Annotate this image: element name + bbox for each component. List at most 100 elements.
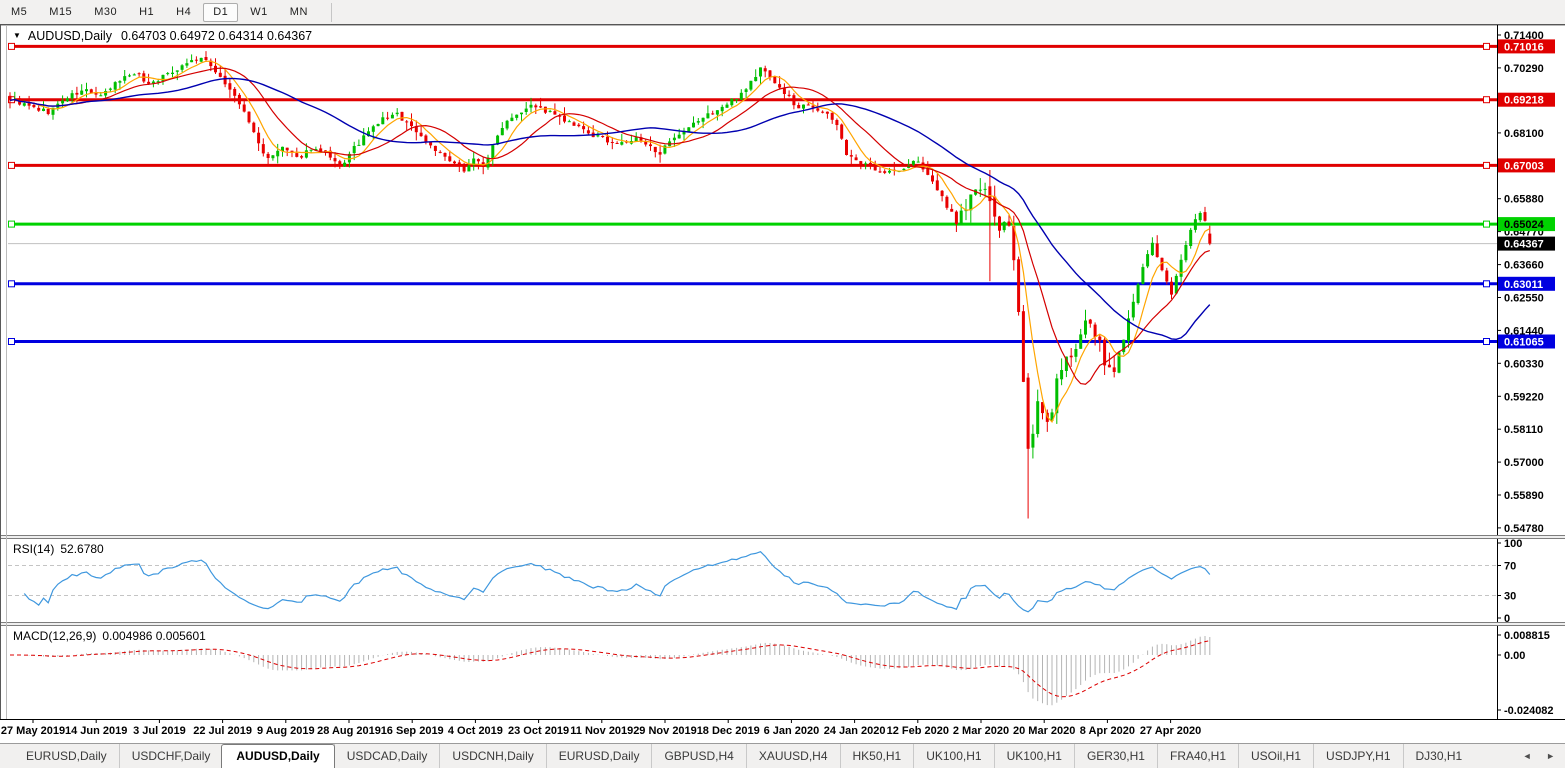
- svg-text:0.55890: 0.55890: [1504, 490, 1544, 502]
- svg-text:0.58110: 0.58110: [1504, 424, 1543, 436]
- chart-tab-dj30-h1-15[interactable]: DJ30,H1: [1402, 744, 1475, 768]
- svg-text:0.70290: 0.70290: [1504, 63, 1544, 75]
- timeframe-toolbar: M5 M15 M30 H1 H4 D1 W1 MN: [0, 0, 1565, 25]
- svg-text:24 Jan 2020: 24 Jan 2020: [824, 725, 886, 737]
- chart-tab-gbpusd-h4-6[interactable]: GBPUSD,H4: [651, 744, 745, 768]
- svg-text:6 Jan 2020: 6 Jan 2020: [764, 725, 820, 737]
- timeframe-button-h4[interactable]: H4: [176, 5, 192, 18]
- macd-axis: 0.008815 0.00 -0.024082: [1497, 626, 1554, 719]
- timeframe-button-m5[interactable]: M5: [11, 5, 28, 18]
- tab-scroll-right-icon[interactable]: ►: [1546, 751, 1555, 761]
- svg-text:0.54780: 0.54780: [1504, 523, 1544, 535]
- svg-text:20 Mar 2020: 20 Mar 2020: [1013, 725, 1075, 737]
- chart-tab-uk100-h1-10[interactable]: UK100,H1: [993, 744, 1074, 768]
- chart-tab-audusd-daily-2[interactable]: AUDUSD,Daily: [221, 744, 335, 768]
- svg-text:0: 0: [1504, 613, 1510, 622]
- svg-text:0.008815: 0.008815: [1504, 630, 1550, 642]
- svg-text:0.61440: 0.61440: [1504, 325, 1544, 337]
- svg-text:0.64367: 0.64367: [1504, 239, 1544, 251]
- svg-text:27 May 2019: 27 May 2019: [1, 725, 65, 737]
- chart-tab-eurusd-daily-5[interactable]: EURUSD,Daily: [545, 744, 652, 768]
- tab-scroll-left-icon[interactable]: ◄: [1522, 751, 1532, 761]
- chart-window: 0.71400 0.70290 0.68100 0.65880 0.64770 0.636…: [0, 25, 1565, 741]
- svg-text:11 Nov 2019: 11 Nov 2019: [570, 725, 633, 737]
- candles-layer: [8, 51, 1212, 519]
- svg-text:0.00: 0.00: [1504, 650, 1525, 662]
- timeframe-button-mn[interactable]: MN: [289, 5, 308, 18]
- timeframe-button-m30[interactable]: M30: [94, 5, 118, 18]
- svg-text:0.63011: 0.63011: [1504, 279, 1543, 291]
- macd-indicator-label: MACD(12,26,9) 0.004986 0.005601: [13, 629, 206, 643]
- chart-tab-usdcnh-daily-4[interactable]: USDCNH,Daily: [439, 744, 545, 768]
- ma-line-6: [9, 60, 1211, 423]
- rsi-axis: 100 70 30 0: [1497, 539, 1522, 622]
- chart-tabs-bar: EURUSD,Daily USDCHF,Daily AUDUSD,Daily USDC…: [0, 743, 1565, 768]
- price-axis: 0.714000.702900.681000.658800.647700.636…: [1497, 25, 1555, 535]
- chart-expander-icon[interactable]: ▼: [13, 31, 21, 40]
- chart-tab-xauusd-h4-7[interactable]: XAUUSD,H4: [745, 744, 840, 768]
- svg-text:0.67003: 0.67003: [1504, 160, 1544, 172]
- svg-text:70: 70: [1504, 561, 1516, 573]
- panel-divider-rsi[interactable]: [0, 535, 1565, 539]
- macd-name: MACD(12,26,9): [13, 629, 97, 643]
- svg-text:8 Apr 2020: 8 Apr 2020: [1080, 725, 1135, 737]
- ma-line-34: [9, 77, 1211, 341]
- svg-text:2 Mar 2020: 2 Mar 2020: [953, 725, 1009, 737]
- svg-text:9 Aug 2019: 9 Aug 2019: [257, 725, 315, 737]
- time-axis[interactable]: 27 May 2019 14 Jun 2019 3 Jul 2019 22 Jul 2…: [0, 719, 1565, 741]
- svg-text:0.65024: 0.65024: [1504, 219, 1545, 231]
- rsi-panel-surface[interactable]: 100 70 30 0: [0, 539, 1565, 622]
- svg-text:0.71016: 0.71016: [1504, 41, 1544, 53]
- svg-text:0.65880: 0.65880: [1504, 194, 1544, 206]
- timeframe-button-m15[interactable]: M15: [49, 5, 73, 18]
- svg-text:14 Jun 2019: 14 Jun 2019: [65, 725, 127, 737]
- svg-text:12 Feb 2020: 12 Feb 2020: [887, 725, 949, 737]
- svg-text:29 Nov 2019: 29 Nov 2019: [633, 725, 697, 737]
- ma-line-14: [9, 67, 1210, 385]
- svg-text:3 Jul 2019: 3 Jul 2019: [133, 725, 186, 737]
- svg-text:23 Oct 2019: 23 Oct 2019: [508, 725, 569, 737]
- svg-text:28 Aug 2019: 28 Aug 2019: [317, 725, 381, 737]
- svg-text:-0.024082: -0.024082: [1504, 705, 1554, 717]
- time-axis-labels: 27 May 2019 14 Jun 2019 3 Jul 2019 22 Jul 2…: [1, 720, 1201, 737]
- panel-divider-macd[interactable]: [0, 622, 1565, 626]
- chart-tab-usoil-h1-13[interactable]: USOil,H1: [1238, 744, 1313, 768]
- toolbar-separator: [330, 2, 332, 22]
- svg-text:0.63660: 0.63660: [1504, 260, 1544, 272]
- chart-tab-fra40-h1-12[interactable]: FRA40,H1: [1156, 744, 1238, 768]
- macd-values: 0.004986 0.005601: [102, 629, 206, 643]
- chart-tab-eurusd-daily-0[interactable]: EURUSD,Daily: [26, 749, 107, 763]
- svg-text:22 Jul 2019: 22 Jul 2019: [193, 725, 252, 737]
- rsi-indicator-label: RSI(14) 52.6780: [13, 542, 104, 556]
- svg-text:27 Apr 2020: 27 Apr 2020: [1140, 725, 1201, 737]
- svg-text:18 Dec 2019: 18 Dec 2019: [697, 725, 760, 737]
- svg-text:0.62550: 0.62550: [1504, 293, 1544, 305]
- chart-tab-hk50-h1-8[interactable]: HK50,H1: [839, 744, 914, 768]
- chart-title: ▼ AUDUSD,Daily 0.64703 0.64972 0.64314 0.6…: [13, 29, 312, 43]
- chart-tab-usdjpy-h1-14[interactable]: USDJPY,H1: [1313, 744, 1402, 768]
- svg-text:0.59220: 0.59220: [1504, 391, 1544, 403]
- chart-tab-uk100-h1-9[interactable]: UK100,H1: [913, 744, 993, 768]
- svg-text:0.68100: 0.68100: [1504, 128, 1544, 140]
- rsi-value: 52.6780: [60, 542, 104, 556]
- svg-text:30: 30: [1504, 591, 1516, 603]
- rsi-line: [23, 551, 1211, 613]
- price-chart-surface[interactable]: 0.714000.702900.681000.658800.647700.636…: [0, 25, 1565, 535]
- timeframe-button-w1[interactable]: W1: [250, 5, 268, 18]
- chart-symbol-label: AUDUSD,Daily: [27, 29, 112, 43]
- macd-panel-surface[interactable]: 0.008815 0.00 -0.024082: [0, 626, 1565, 719]
- svg-text:16 Sep 2019: 16 Sep 2019: [381, 725, 444, 737]
- current-price-badge: 0.64367: [1498, 236, 1555, 251]
- timeframe-button-h1[interactable]: H1: [139, 5, 155, 18]
- chart-tab-usdchf-daily-1[interactable]: USDCHF,Daily: [118, 744, 223, 768]
- svg-text:0.61065: 0.61065: [1504, 337, 1544, 349]
- chart-tab-usdcad-daily-3[interactable]: USDCAD,Daily: [333, 744, 440, 768]
- chart-tab-ger30-h1-11[interactable]: GER30,H1: [1073, 744, 1157, 768]
- svg-text:0.71400: 0.71400: [1504, 30, 1544, 42]
- svg-text:0.69218: 0.69218: [1504, 95, 1544, 107]
- svg-text:0.60330: 0.60330: [1504, 358, 1544, 370]
- tab-scroll-arrows: ◄ ►: [1511, 751, 1555, 761]
- svg-text:0.57000: 0.57000: [1504, 457, 1544, 469]
- timeframe-button-d1[interactable]: D1: [203, 2, 239, 22]
